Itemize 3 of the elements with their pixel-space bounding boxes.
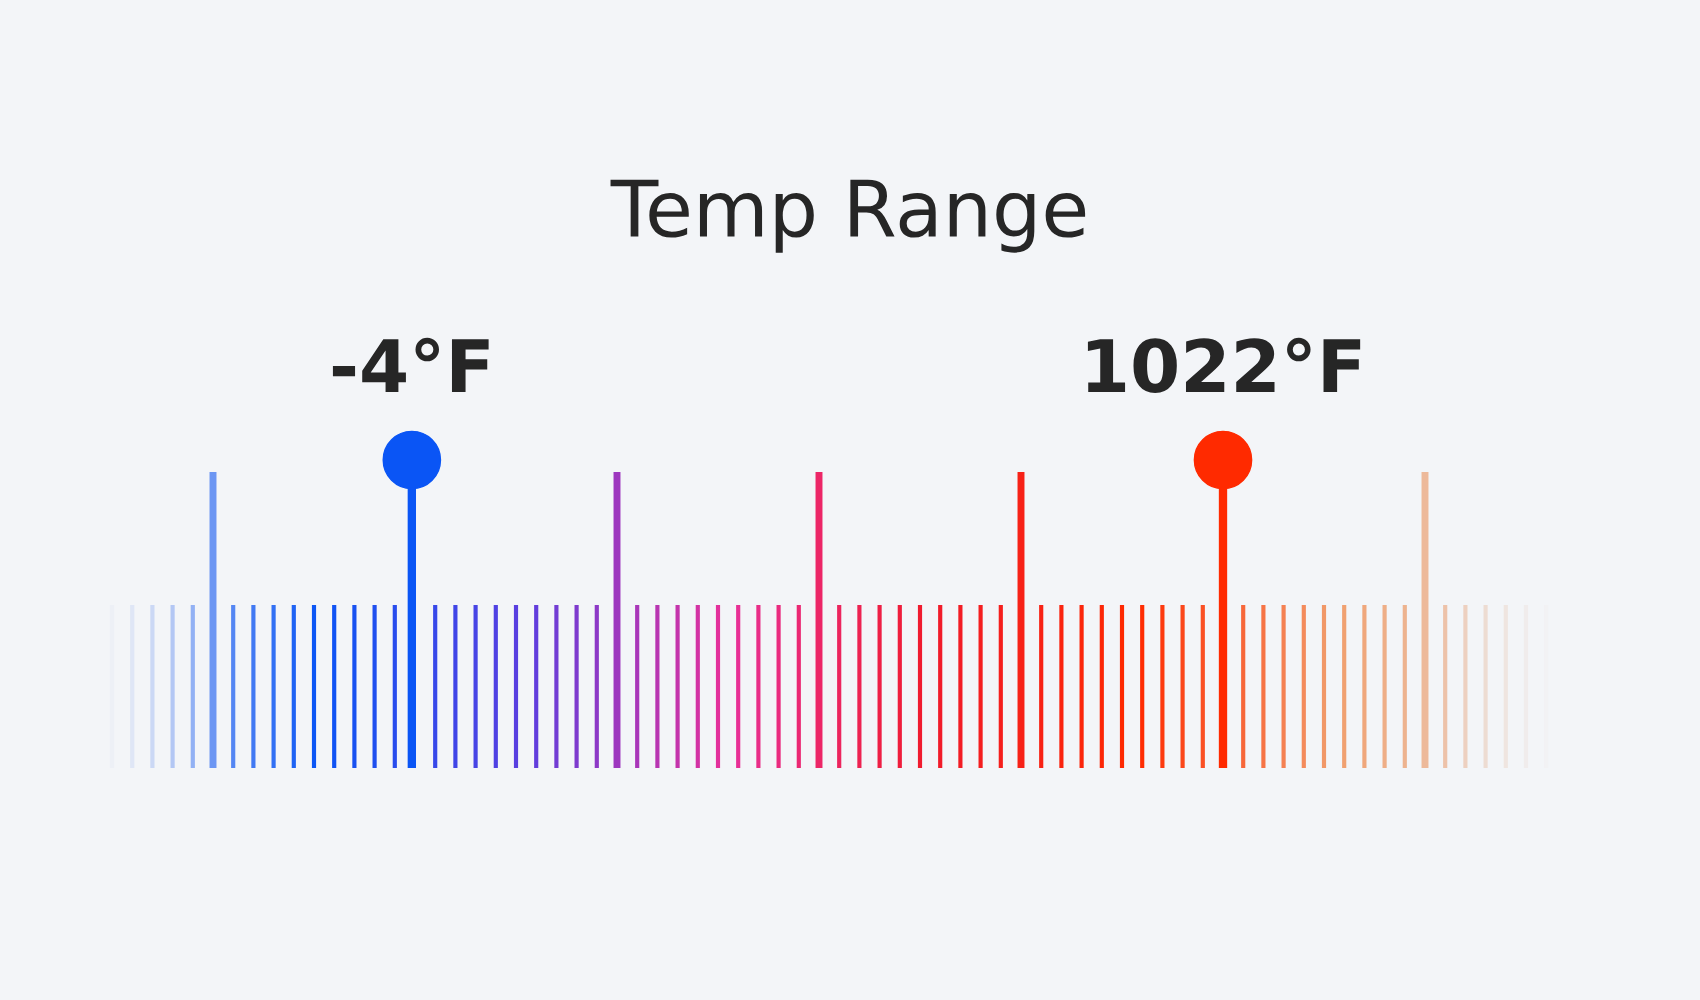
text: Temp Range — [610, 179, 1086, 253]
data-label: -4°F — [332, 337, 489, 392]
data-label: 1022°F — [1087, 337, 1361, 393]
